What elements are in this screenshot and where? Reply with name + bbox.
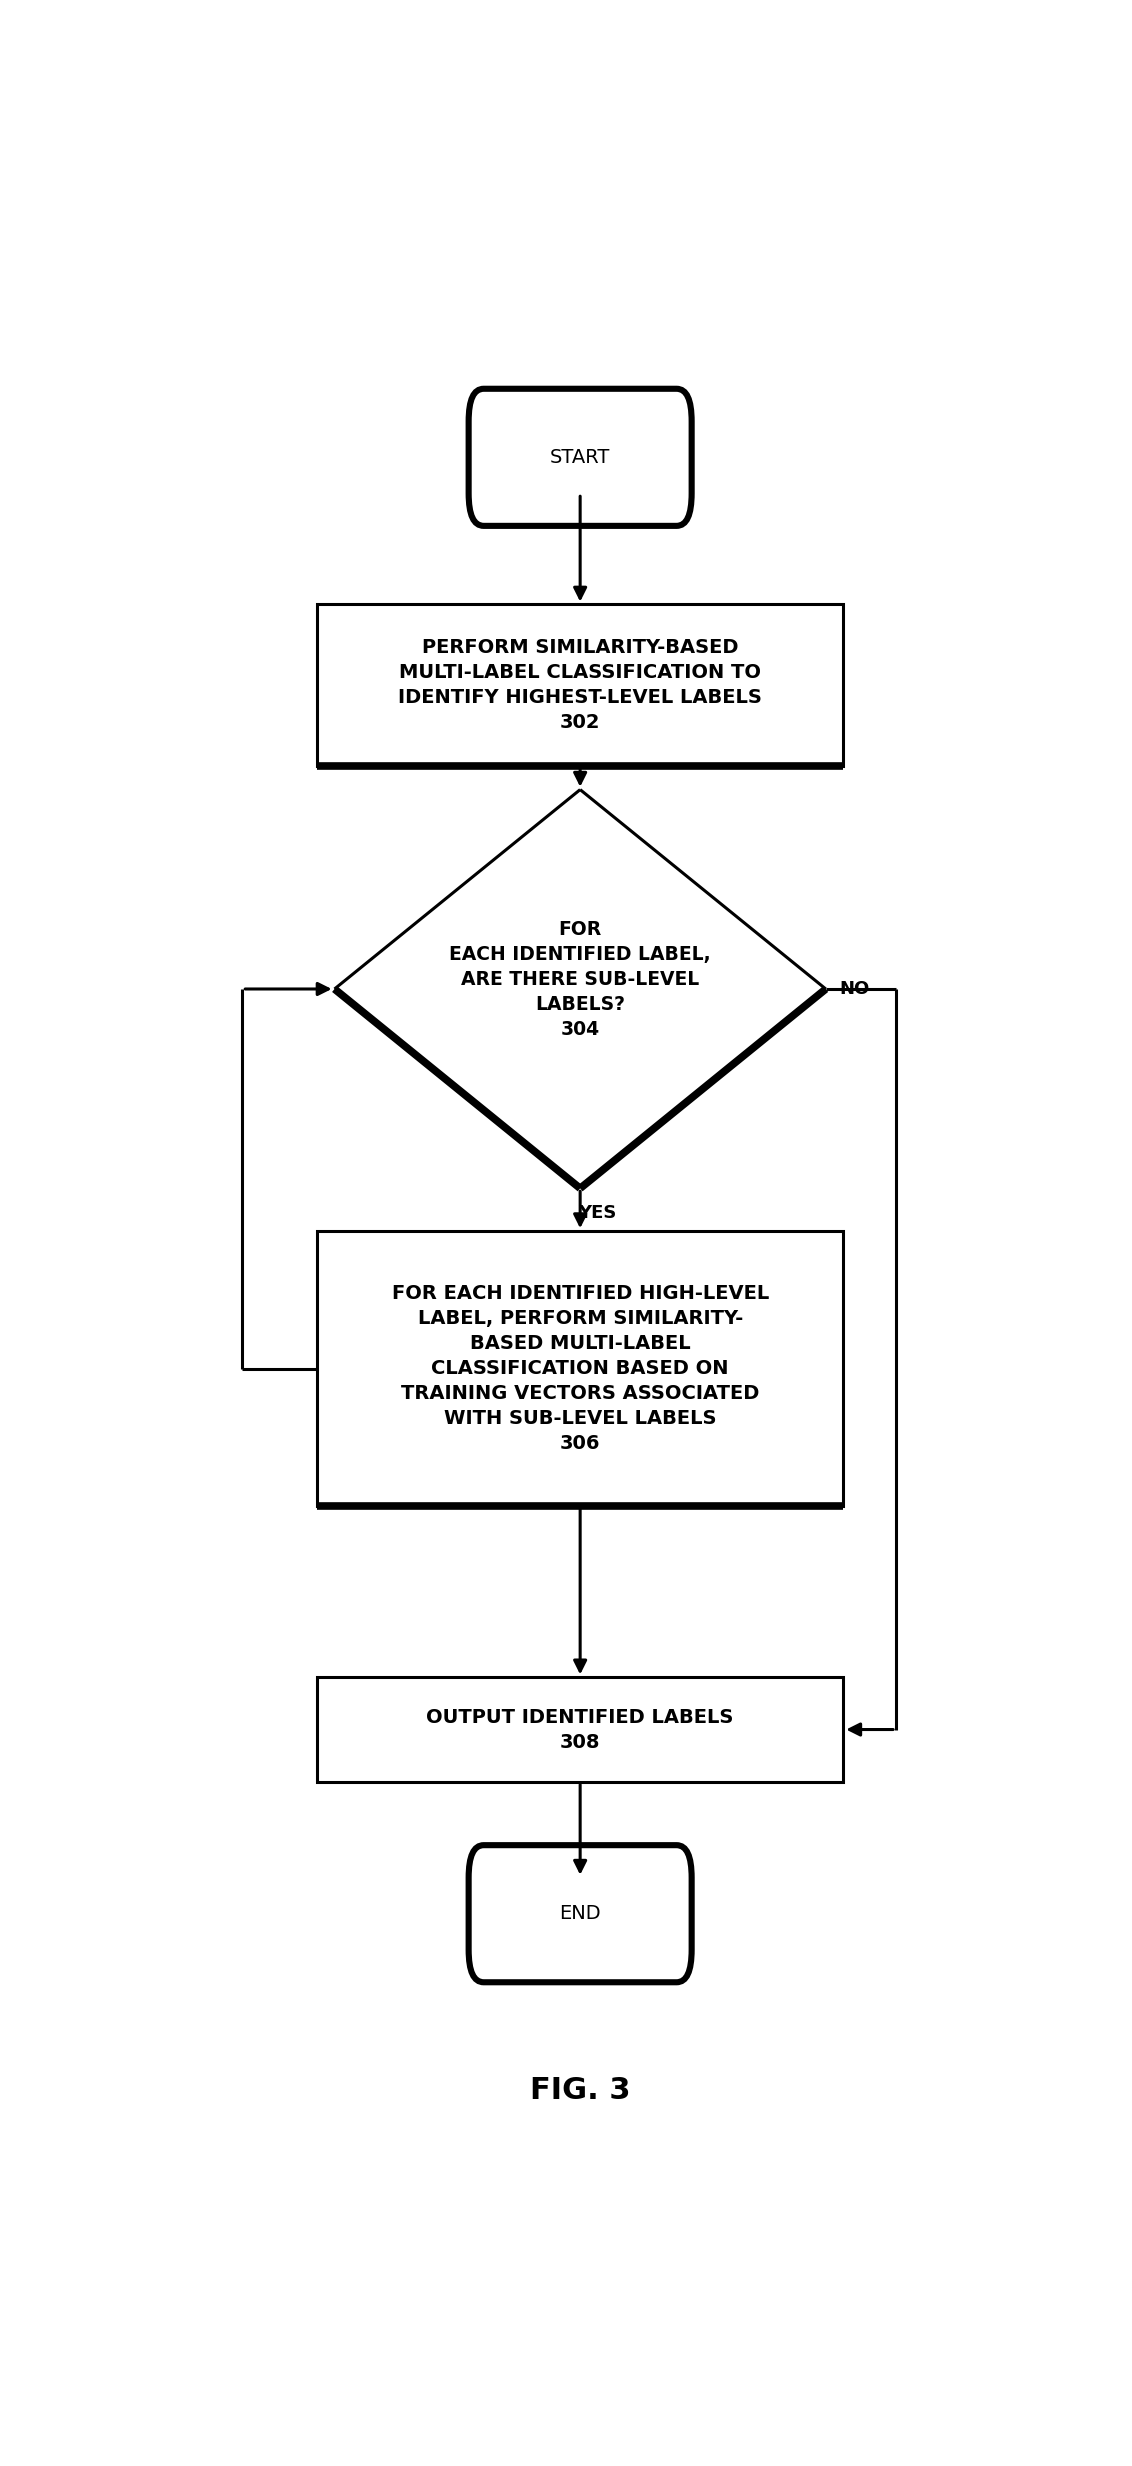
FancyBboxPatch shape: [469, 1845, 692, 1983]
Bar: [317, 604, 843, 767]
Text: FOR EACH IDENTIFIED HIGH-LEVEL
LABEL, PERFORM SIMILARITY-
BASED MULTI-LABEL
CLAS: FOR EACH IDENTIFIED HIGH-LEVEL LABEL, PE…: [392, 1285, 769, 1452]
Text: START: START: [550, 449, 610, 466]
FancyBboxPatch shape: [469, 390, 692, 525]
Text: PERFORM SIMILARITY-BASED
MULTI-LABEL CLASSIFICATION TO
IDENTIFY HIGHEST-LEVEL LA: PERFORM SIMILARITY-BASED MULTI-LABEL CLA…: [398, 639, 762, 732]
Text: FIG. 3: FIG. 3: [530, 2076, 631, 2106]
Text: OUTPUT IDENTIFIED LABELS
308: OUTPUT IDENTIFIED LABELS 308: [427, 1706, 734, 1751]
Bar: [317, 1231, 843, 1507]
Text: END: END: [559, 1904, 601, 1923]
Text: NO: NO: [839, 979, 869, 999]
Text: YES: YES: [578, 1203, 617, 1221]
Text: FOR
EACH IDENTIFIED LABEL,
ARE THERE SUB-LEVEL
LABELS?
304: FOR EACH IDENTIFIED LABEL, ARE THERE SUB…: [449, 920, 711, 1038]
Bar: [317, 1677, 843, 1783]
